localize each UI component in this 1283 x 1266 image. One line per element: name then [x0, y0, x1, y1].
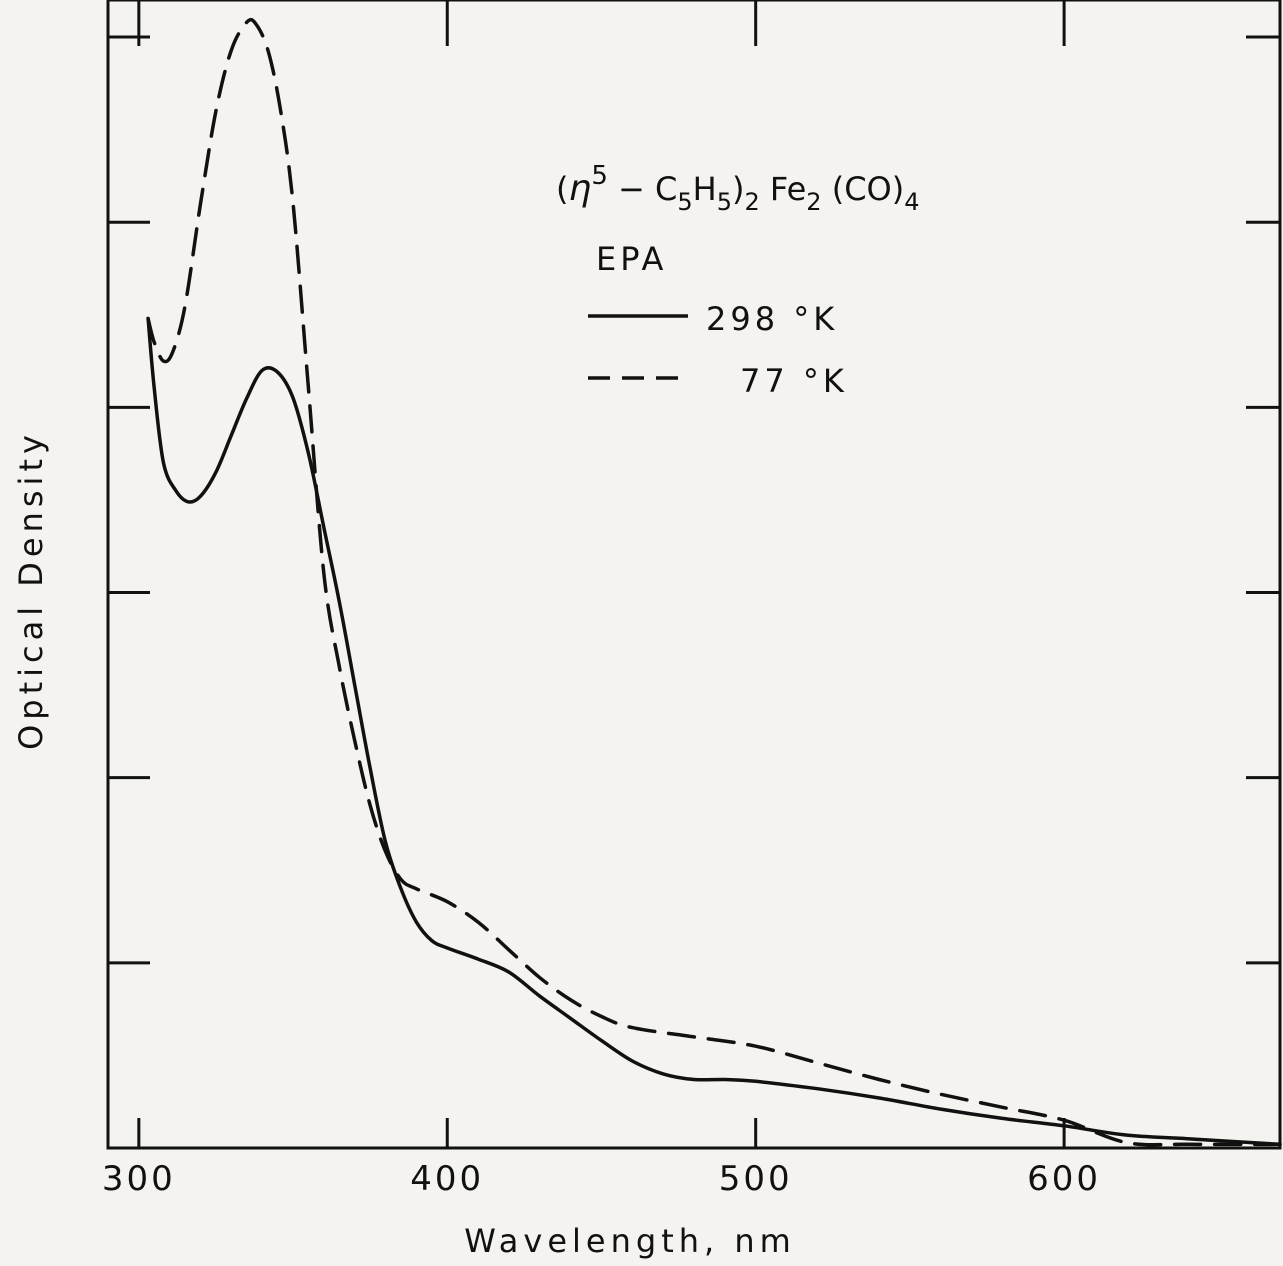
- title-eta: η: [568, 168, 591, 209]
- title-eta-sup: 5: [591, 161, 608, 191]
- x-tick-labels: 300 400 500 600: [102, 1159, 1101, 1199]
- title-h-sub: 5: [717, 188, 732, 216]
- x-tick-label-400: 400: [410, 1159, 484, 1199]
- series-line-298k: [146, 316, 1282, 1147]
- legend-label-298k: 298 °K: [706, 300, 838, 338]
- series-line-77k: [146, 17, 1282, 1147]
- plot-frame: [106, 0, 1282, 1150]
- x-tick-label-500: 500: [719, 1159, 793, 1199]
- title-open-paren: (: [556, 170, 568, 208]
- legend-label-77k: 77 °K: [740, 362, 848, 400]
- title-co-sub: 4: [904, 188, 919, 216]
- title-close-paren: ): [732, 170, 744, 208]
- y-axis-label: Optical Density: [12, 430, 50, 750]
- x-tick-label-300: 300: [102, 1159, 176, 1199]
- title-h: H: [693, 170, 717, 208]
- title-c-sub: 5: [677, 188, 692, 216]
- series-layer: [146, 17, 1282, 1147]
- axis-ticks: [108, 0, 1280, 1148]
- title-close-sub: 2: [744, 188, 759, 216]
- title-fe: Fe: [760, 170, 807, 208]
- x-tick-label-600: 600: [1027, 1159, 1101, 1199]
- title-co: (CO): [822, 170, 905, 208]
- legend: 298 °K 77 °K: [588, 300, 848, 400]
- title-minus-c: − C: [608, 170, 678, 208]
- chart-subtitle: EPA: [596, 240, 667, 278]
- title-fe-sub: 2: [806, 188, 821, 216]
- x-axis-label: Wavelength, nm: [464, 1222, 796, 1260]
- chart-title: (η5 − C5H5)2 Fe2 (CO)4: [556, 161, 920, 216]
